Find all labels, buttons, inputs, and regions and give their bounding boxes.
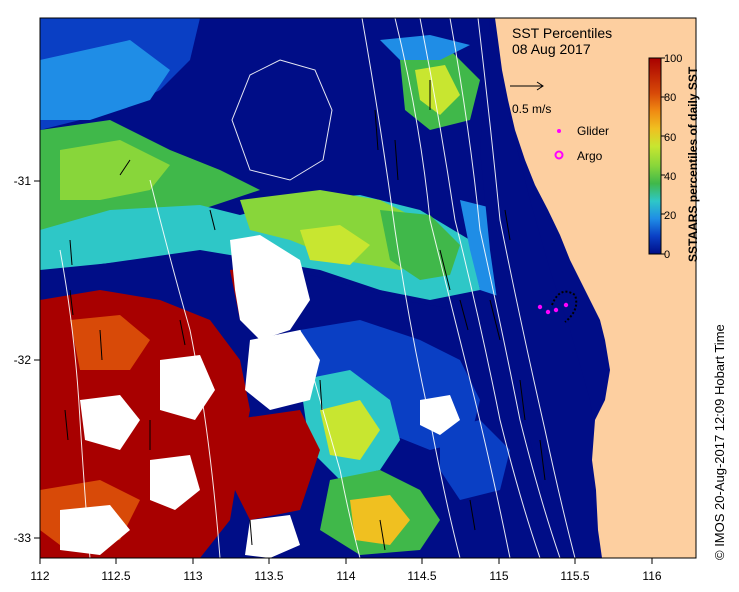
velocity-arrows [64,80,546,551]
y-tick-label: -33 [14,531,32,545]
y-tick-label: -32 [14,353,32,367]
colorbar-label: SSTAARS percentiles of daily SST [686,66,700,262]
glider-marker-icon [557,129,561,133]
colorbar-tick: 60 [664,132,676,144]
x-tick-label: 114.5 [407,569,436,583]
glider-legend-label: Glider [577,124,609,138]
colorbar-tick: 0 [664,249,670,261]
map-date: 08 Aug 2017 [512,41,591,57]
colorbar: 0 20 40 60 80 100 SSTAARS percentiles of… [648,53,700,262]
glider-track [537,290,578,323]
argo-legend-label: Argo [577,149,603,163]
argo-marker-icon [554,150,564,160]
sst-field [40,18,696,558]
velocity-scale: 0.5 m/s [510,81,551,116]
velocity-scale-label: 0.5 m/s [512,102,551,116]
colorbar-tick: 40 [664,171,676,183]
colorbar-tick: 100 [664,53,682,65]
x-tick-label: 113 [183,569,202,583]
colorbar-tick: 20 [664,210,676,222]
axis-ticks [34,180,653,564]
x-tick-label: 116 [642,569,661,583]
land [495,18,696,558]
plot-frame [39,17,697,559]
y-tick-label: -31 [14,174,32,188]
x-tick-label: 113.5 [254,569,283,583]
x-tick-label: 112 [30,569,49,583]
x-tick-label: 114 [336,569,355,583]
x-tick-label: 115 [489,569,508,583]
colorbar-tick: 80 [664,92,676,104]
bathymetry-contours [59,18,576,558]
map-title: SST Percentiles [512,25,612,41]
imos-credit: © IMOS 20-Aug-2017 12:09 Hobart Time [712,324,727,560]
marker-legend: Glider Argo [554,124,609,163]
x-tick-label: 112.5 [101,569,130,583]
x-tick-label: 115.5 [560,569,589,583]
